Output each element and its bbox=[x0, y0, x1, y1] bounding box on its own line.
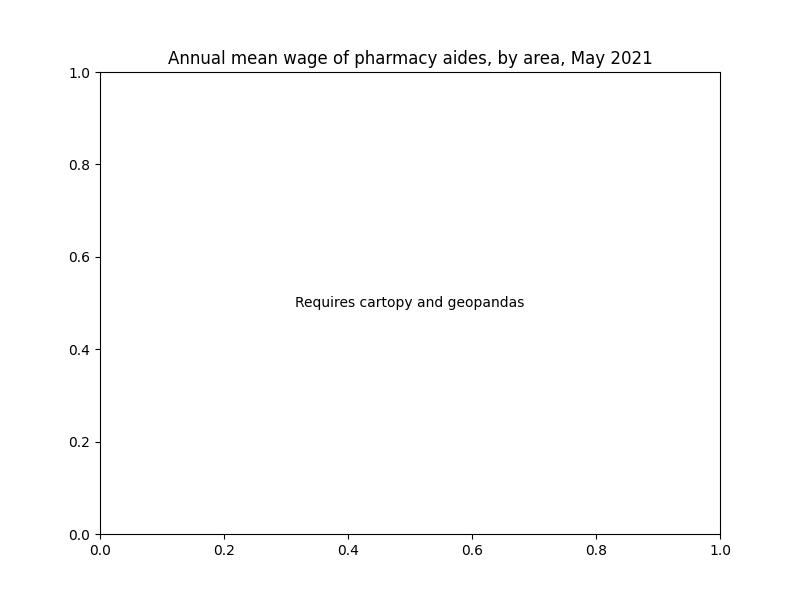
Text: Requires cartopy and geopandas: Requires cartopy and geopandas bbox=[295, 296, 525, 310]
Title: Annual mean wage of pharmacy aides, by area, May 2021: Annual mean wage of pharmacy aides, by a… bbox=[168, 50, 652, 68]
